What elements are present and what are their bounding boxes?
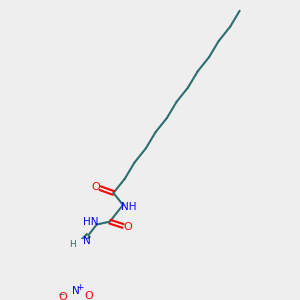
- Text: H: H: [69, 240, 76, 249]
- Text: −: −: [57, 289, 64, 298]
- Text: NH: NH: [121, 202, 137, 212]
- Text: N: N: [73, 286, 80, 296]
- Text: HN: HN: [83, 217, 98, 227]
- Text: +: +: [76, 283, 83, 292]
- Text: O: O: [84, 291, 93, 300]
- Text: O: O: [123, 222, 132, 232]
- Text: O: O: [59, 292, 68, 300]
- Text: O: O: [92, 182, 100, 192]
- Text: N: N: [83, 236, 91, 245]
